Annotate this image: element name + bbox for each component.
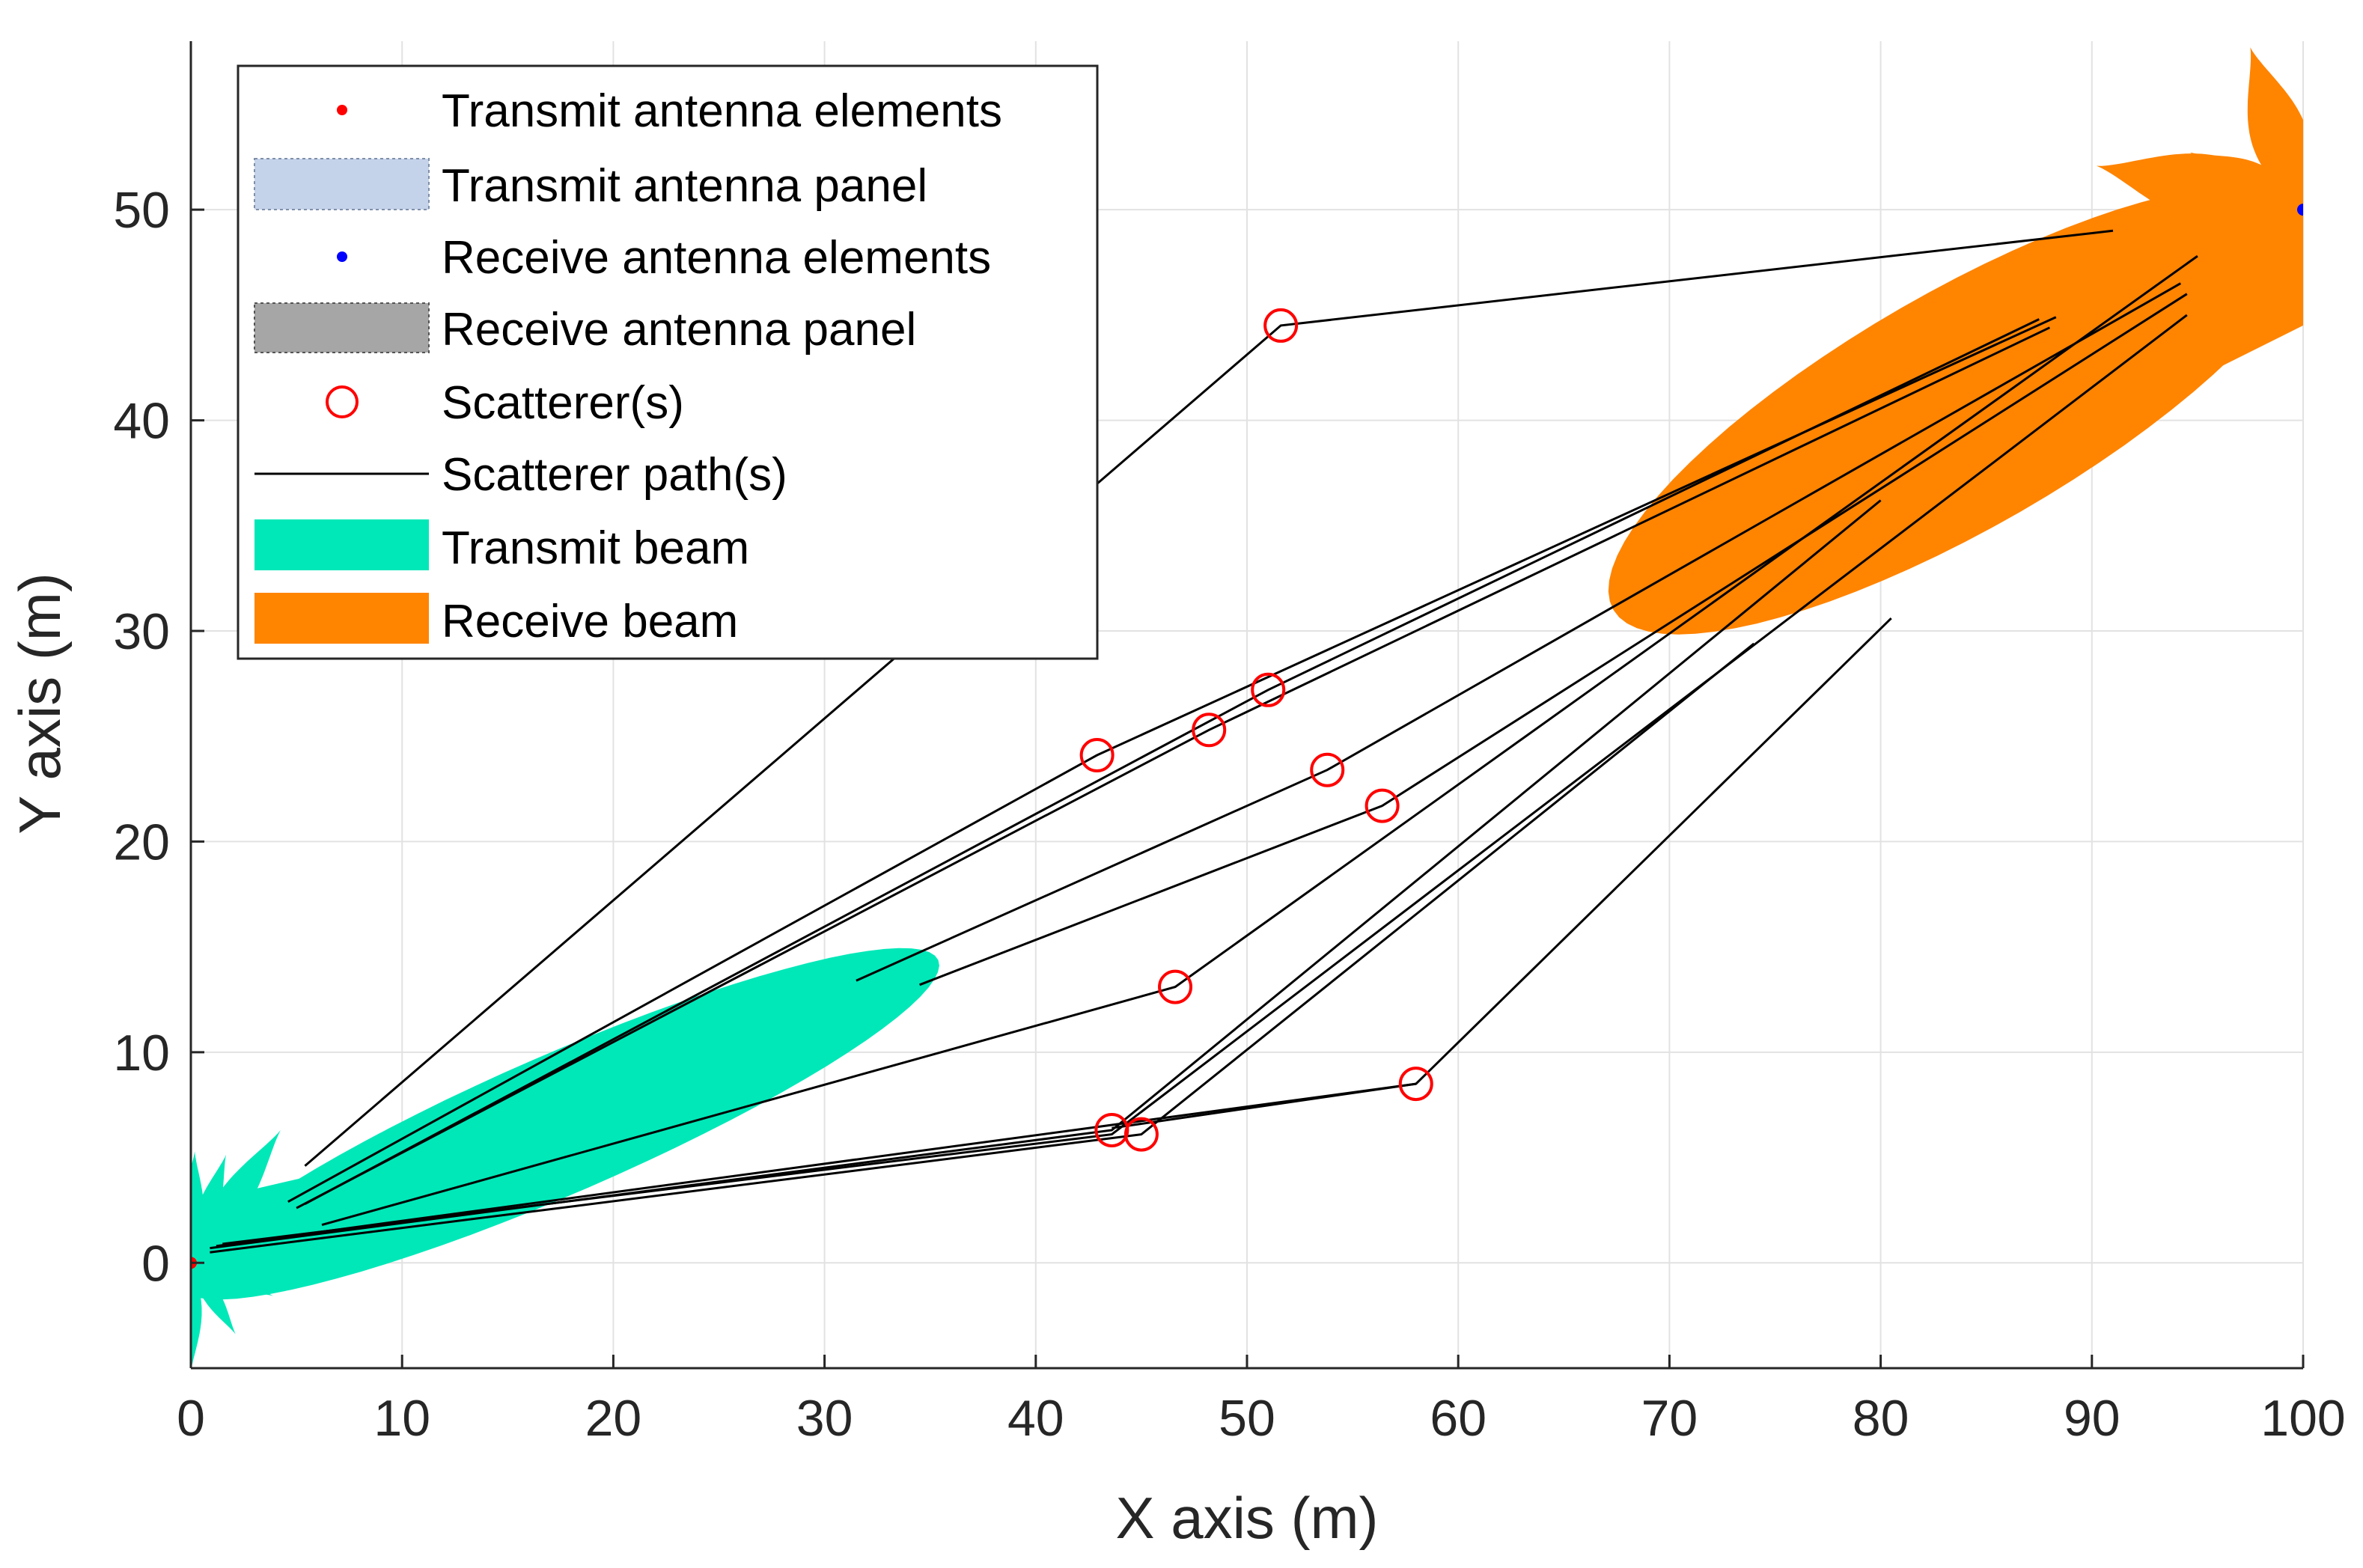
y-ticks: 0 10 20 30 40 50: [113, 182, 204, 1292]
scatterer-paths: [210, 229, 2198, 1254]
y-tick-label: 40: [113, 393, 170, 450]
scatterer-path: [919, 293, 2188, 986]
scatterer-marker: [1365, 788, 1400, 823]
y-tick-label: 10: [113, 1025, 170, 1082]
legend-label-rx-elements: Receive antenna elements: [442, 232, 991, 284]
x-tick-label: 90: [2064, 1390, 2120, 1447]
transmit-beam-side-lobe: [191, 1263, 273, 1296]
scatterer-path: [222, 314, 2188, 1245]
y-tick-label: 20: [113, 814, 170, 870]
receive-beam-side-lobe: [2247, 47, 2303, 210]
legend-label-paths: Scatterer path(s): [442, 449, 787, 501]
scatterer-marker: [1123, 1117, 1159, 1152]
scatterers: [1079, 308, 1433, 1152]
transmit-beam-side-lobe: [191, 1263, 236, 1334]
scatterer-marker: [1079, 738, 1115, 773]
receive-antenna-element: [2297, 204, 2303, 216]
x-tick-label: 30: [796, 1390, 853, 1447]
scatterer-path: [304, 229, 2114, 1167]
scatterer-path: [304, 318, 2040, 1205]
legend-label-tx-elements: Transmit antenna elements: [442, 85, 1002, 137]
receive-beam-side-lobe: [2190, 152, 2303, 211]
x-ticks: 0 10 20 30 40 50 60 70 80 90 100: [177, 1355, 2346, 1447]
scatterer-marker: [1192, 713, 1227, 748]
legend-marker-tx-elements: [337, 105, 347, 115]
legend-swatch-tx-panel: [254, 158, 430, 210]
legend-marker-rx-elements: [337, 251, 347, 262]
plot-area: [191, 47, 2303, 1368]
transmit-beam-side-lobe: [191, 1130, 281, 1263]
y-axis-label: Y axis (m): [7, 573, 73, 835]
legend-swatch-rx-panel: [254, 302, 430, 353]
transmit-beam-side-lobe: [191, 1221, 245, 1263]
legend-marker-scatterers: [326, 385, 359, 418]
scatterer-path: [287, 316, 2057, 1204]
x-tick-label: 70: [1641, 1390, 1698, 1447]
scatterer-path: [856, 282, 2182, 982]
receive-beam-neck: [2007, 210, 2303, 389]
x-tick-label: 50: [1219, 1390, 1275, 1447]
y-tick-label: 30: [113, 603, 170, 660]
scatterer-path: [321, 254, 2198, 1227]
x-tick-label: 10: [373, 1390, 430, 1447]
scatterer-marker: [1263, 308, 1299, 343]
y-tick-label: 0: [141, 1235, 170, 1292]
legend: Transmit antenna elements Transmit anten…: [237, 64, 1099, 660]
scatterer-path: [1112, 1082, 1417, 1129]
scatterer-marker: [1398, 1067, 1433, 1102]
x-tick-label: 80: [1853, 1390, 1909, 1447]
scatterer-marker: [1251, 672, 1286, 707]
scatterer-marker: [1158, 969, 1193, 1004]
transmit-beam-main-lobe: [191, 948, 939, 1300]
transmit-beam-side-lobe: [191, 1242, 367, 1278]
legend-label-rx-beam: Receive beam: [442, 596, 738, 647]
transmit-beam-side-lobe: [191, 1151, 204, 1263]
legend-label-tx-beam: Transmit beam: [442, 522, 749, 574]
legend-swatch-tx-beam: [254, 519, 429, 570]
x-tick-label: 60: [1430, 1390, 1487, 1447]
legend-swatch-rx-beam: [254, 593, 429, 644]
legend-label-tx-panel: Transmit antenna panel: [442, 160, 927, 212]
legend-label-scatterers: Scatterer(s): [442, 377, 684, 429]
x-tick-label: 100: [2260, 1390, 2345, 1447]
x-axis-label: X axis (m): [1116, 1485, 1379, 1551]
scatterer-path: [296, 326, 2051, 1209]
receive-beam-side-lobe: [2293, 146, 2303, 210]
legend-label-rx-panel: Receive antenna panel: [442, 304, 916, 356]
x-tick-label: 20: [585, 1390, 642, 1447]
y-tick-label: 50: [113, 182, 170, 239]
x-tick-label: 40: [1007, 1390, 1064, 1447]
x-tick-label: 0: [177, 1390, 205, 1447]
receive-beam: [1608, 47, 2303, 635]
scatterer-marker: [1310, 752, 1345, 787]
scatterer-path: [210, 642, 1755, 1254]
